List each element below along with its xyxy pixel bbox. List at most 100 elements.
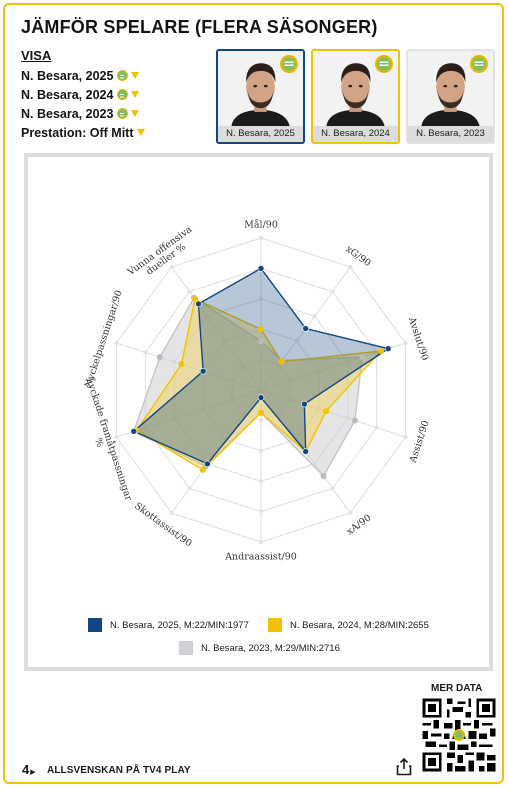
- player-card-label: N. Besara, 2024: [313, 126, 398, 142]
- legend-swatch: [179, 641, 193, 655]
- chevron-down-icon: [131, 72, 140, 79]
- radar-data-point[interactable]: [278, 358, 285, 365]
- play-icon: ▶: [30, 769, 36, 776]
- radar-data-point[interactable]: [320, 473, 327, 480]
- radar-data-point[interactable]: [178, 361, 185, 368]
- legend-label: N. Besara, 2024, M:28/MIN:2655: [290, 619, 429, 631]
- radar-axis-label: xG/90: [343, 244, 372, 270]
- radar-grid-dot: [312, 314, 317, 319]
- filter-label: N. Besara, 2024: [21, 87, 114, 102]
- player-card-2024[interactable]: N. Besara, 2024: [311, 49, 400, 144]
- radar-axis-label: Skottassist/90: [132, 501, 194, 550]
- radar-grid-dot: [169, 510, 174, 515]
- radar-axis-label: Nyckelpassningar/90: [83, 289, 125, 389]
- radar-chart-frame: Mål/90 xG/90 Avslut/90 Assist/90 xA/90 Andraa…: [24, 153, 493, 671]
- qr-code-icon[interactable]: [420, 696, 498, 774]
- radar-axis-label: Assist/90: [407, 419, 431, 465]
- radar-grid-dot: [259, 296, 263, 301]
- radar-data-point[interactable]: [199, 466, 206, 473]
- radar-data-point[interactable]: [199, 367, 207, 375]
- radar-data-point[interactable]: [359, 354, 366, 361]
- radar-grid-dot: [259, 418, 263, 423]
- radar-axis-label: Andraassist/90: [224, 551, 297, 562]
- visa-heading: VISA: [21, 48, 52, 63]
- player-card-label: N. Besara, 2025: [218, 126, 303, 142]
- radar-data-point[interactable]: [204, 460, 211, 468]
- radar-grid-dot: [259, 540, 263, 544]
- filter-label: N. Besara, 2023: [21, 106, 114, 121]
- radar-data-point[interactable]: [258, 409, 264, 416]
- radar-data-point[interactable]: [302, 448, 309, 455]
- filter-season-2024[interactable]: N. Besara, 2024: [21, 85, 145, 104]
- radar-data-point[interactable]: [301, 400, 308, 408]
- radar-grid-dot: [187, 289, 192, 294]
- legend-item-2025[interactable]: N. Besara, 2025, M:22/MIN:1977: [88, 618, 249, 632]
- legend-label: N. Besara, 2023, M:29/MIN:2716: [201, 642, 340, 654]
- legend-item-2024[interactable]: N. Besara, 2024, M:28/MIN:2655: [268, 618, 429, 632]
- radar-grid-dot: [403, 341, 408, 346]
- club-badge-icon: [117, 89, 129, 100]
- filter-performance[interactable]: Prestation: Off Mitt: [21, 123, 145, 142]
- radar-grid-dot: [348, 265, 353, 270]
- radar-grid-dot: [403, 434, 408, 439]
- player-cards: N. Besara, 2025 N. Besara, 2024: [216, 49, 495, 144]
- radar-data-point[interactable]: [258, 338, 264, 345]
- radar-axis-label: Vunna offensivadueller %: [125, 224, 201, 287]
- radar-grid-dot: [114, 341, 119, 346]
- player-comparison-card: JÄMFÖR SPELARE (FLERA SÄSONGER) VISA N. …: [3, 3, 504, 784]
- chevron-down-icon: [136, 129, 145, 136]
- player-photo: [313, 51, 398, 128]
- share-icon[interactable]: [396, 758, 412, 776]
- radar-grid-dot: [259, 236, 263, 240]
- club-badge-icon: [117, 70, 129, 81]
- radar-axis-label: Mål/90: [244, 218, 278, 230]
- radar-data-point[interactable]: [323, 408, 330, 415]
- radar-data-point[interactable]: [156, 354, 163, 361]
- radar-data-point[interactable]: [130, 428, 138, 435]
- radar-grid-dot: [114, 434, 119, 439]
- radar-grid-dot: [348, 510, 353, 515]
- tv4-logo: 4▶: [22, 762, 36, 777]
- club-badge-icon: [117, 108, 129, 119]
- radar-axis-label: Lyckade framåtpassningar%: [74, 377, 135, 506]
- radar-data-point[interactable]: [257, 394, 265, 401]
- radar-axis-label: xA/90: [345, 512, 374, 537]
- mer-data-label: MER DATA: [431, 683, 483, 694]
- chevron-down-icon: [131, 91, 140, 98]
- radar-data-point[interactable]: [302, 325, 309, 332]
- footer-link[interactable]: ALLSVENSKAN PÅ TV4 PLAY: [47, 765, 191, 776]
- radar-grid-dot: [187, 486, 192, 491]
- legend-item-2023[interactable]: N. Besara, 2023, M:29/MIN:2716: [179, 641, 340, 655]
- radar-grid-dot: [259, 479, 263, 484]
- page-title: JÄMFÖR SPELARE (FLERA SÄSONGER): [21, 17, 378, 37]
- season-filters: N. Besara, 2025 N. Besara, 2024 N. Besar…: [21, 66, 145, 142]
- legend-label: N. Besara, 2025, M:22/MIN:1977: [110, 619, 249, 631]
- radar-grid-dot: [330, 289, 335, 294]
- player-card-2023[interactable]: N. Besara, 2023: [406, 49, 495, 144]
- filter-season-2025[interactable]: N. Besara, 2025: [21, 66, 145, 85]
- club-badge-icon: [280, 55, 298, 73]
- radar-data-point[interactable]: [377, 348, 384, 355]
- legend-swatch: [88, 618, 102, 632]
- radar-grid-dot: [259, 448, 263, 453]
- tv4-logo-text: 4: [22, 762, 30, 777]
- radar-data-point[interactable]: [384, 345, 392, 352]
- radar-grid-dot: [294, 338, 299, 343]
- radar-data-point[interactable]: [257, 265, 265, 272]
- legend-swatch: [268, 618, 282, 632]
- filter-label: N. Besara, 2025: [21, 68, 114, 83]
- radar-chart: Mål/90 xG/90 Avslut/90 Assist/90 xA/90 Andraa…: [74, 218, 432, 562]
- radar-data-point[interactable]: [191, 296, 198, 303]
- radar-grid-dot: [330, 486, 335, 491]
- radar-data-point[interactable]: [195, 300, 202, 308]
- radar-axis-label: Avslut/90: [406, 315, 431, 362]
- chevron-down-icon: [131, 110, 140, 117]
- radar-grid-dot: [169, 265, 174, 270]
- radar-data-point[interactable]: [258, 326, 264, 333]
- radar-grid-dot: [259, 509, 263, 514]
- club-badge-icon: [470, 55, 488, 73]
- player-photo: [408, 51, 493, 128]
- player-card-2025[interactable]: N. Besara, 2025: [216, 49, 305, 144]
- filter-season-2023[interactable]: N. Besara, 2023: [21, 104, 145, 123]
- radar-data-point[interactable]: [351, 417, 358, 424]
